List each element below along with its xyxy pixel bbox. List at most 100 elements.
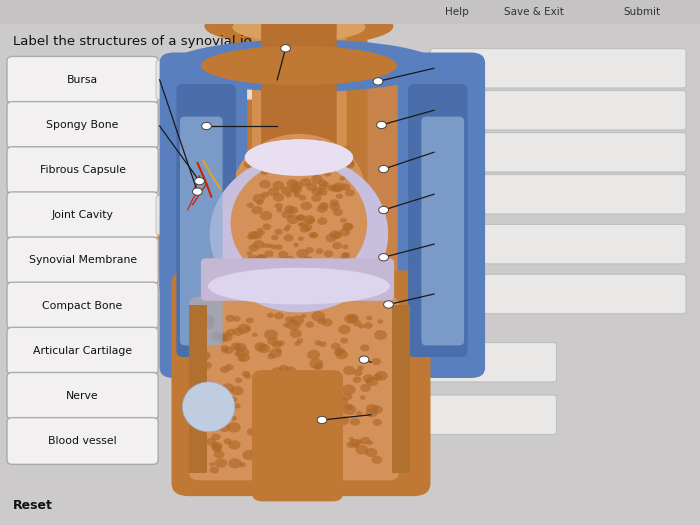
Text: Bursa: Bursa bbox=[67, 75, 98, 85]
Circle shape bbox=[298, 236, 304, 241]
FancyBboxPatch shape bbox=[160, 52, 247, 378]
Circle shape bbox=[307, 271, 320, 280]
Circle shape bbox=[285, 195, 293, 200]
Circle shape bbox=[292, 195, 299, 200]
Circle shape bbox=[290, 210, 303, 220]
Circle shape bbox=[366, 316, 372, 320]
Circle shape bbox=[360, 384, 371, 392]
Circle shape bbox=[330, 200, 339, 206]
Circle shape bbox=[307, 229, 314, 235]
Circle shape bbox=[302, 224, 312, 231]
Circle shape bbox=[244, 160, 255, 169]
Circle shape bbox=[340, 228, 350, 236]
Circle shape bbox=[302, 177, 310, 183]
Circle shape bbox=[298, 423, 304, 428]
Circle shape bbox=[356, 411, 363, 416]
Circle shape bbox=[209, 466, 219, 474]
Circle shape bbox=[335, 397, 348, 407]
Circle shape bbox=[336, 194, 343, 199]
Circle shape bbox=[338, 220, 344, 225]
Circle shape bbox=[326, 230, 340, 240]
Circle shape bbox=[290, 329, 302, 338]
Circle shape bbox=[273, 173, 285, 182]
Circle shape bbox=[328, 223, 337, 230]
Circle shape bbox=[272, 155, 277, 160]
Circle shape bbox=[365, 408, 378, 417]
FancyBboxPatch shape bbox=[7, 192, 158, 238]
Circle shape bbox=[299, 232, 312, 241]
Circle shape bbox=[290, 316, 304, 326]
FancyBboxPatch shape bbox=[156, 60, 281, 100]
Circle shape bbox=[262, 184, 272, 191]
Circle shape bbox=[322, 182, 329, 187]
Circle shape bbox=[336, 416, 349, 425]
Ellipse shape bbox=[204, 6, 393, 46]
Circle shape bbox=[204, 314, 214, 321]
Circle shape bbox=[285, 234, 297, 243]
Circle shape bbox=[247, 428, 258, 436]
Circle shape bbox=[341, 183, 351, 191]
Circle shape bbox=[269, 378, 275, 383]
Ellipse shape bbox=[230, 162, 367, 285]
Circle shape bbox=[303, 215, 316, 224]
Circle shape bbox=[270, 244, 277, 249]
Circle shape bbox=[257, 228, 262, 233]
Circle shape bbox=[300, 202, 312, 210]
Circle shape bbox=[331, 343, 341, 350]
Circle shape bbox=[235, 377, 242, 383]
Circle shape bbox=[284, 235, 291, 240]
Circle shape bbox=[310, 232, 319, 238]
Circle shape bbox=[343, 261, 349, 266]
Circle shape bbox=[259, 180, 271, 188]
Circle shape bbox=[295, 208, 306, 216]
Circle shape bbox=[330, 161, 341, 169]
FancyBboxPatch shape bbox=[421, 117, 464, 345]
Circle shape bbox=[258, 157, 265, 162]
Circle shape bbox=[350, 439, 360, 447]
Circle shape bbox=[317, 230, 327, 238]
Circle shape bbox=[317, 241, 323, 245]
Ellipse shape bbox=[245, 139, 353, 176]
Circle shape bbox=[309, 359, 323, 369]
Circle shape bbox=[315, 196, 328, 206]
Circle shape bbox=[318, 180, 328, 187]
Circle shape bbox=[323, 250, 333, 257]
Circle shape bbox=[335, 150, 342, 155]
Circle shape bbox=[274, 402, 281, 407]
Text: Reset: Reset bbox=[13, 499, 52, 511]
Circle shape bbox=[312, 187, 323, 195]
FancyBboxPatch shape bbox=[7, 373, 158, 419]
Circle shape bbox=[284, 139, 295, 148]
Circle shape bbox=[365, 404, 378, 413]
Circle shape bbox=[279, 144, 287, 150]
Circle shape bbox=[340, 218, 347, 223]
Circle shape bbox=[211, 442, 223, 451]
Circle shape bbox=[283, 446, 290, 452]
Circle shape bbox=[324, 442, 332, 448]
Circle shape bbox=[276, 189, 290, 198]
FancyBboxPatch shape bbox=[180, 117, 223, 345]
Circle shape bbox=[340, 253, 350, 260]
Circle shape bbox=[326, 230, 339, 240]
Circle shape bbox=[195, 177, 204, 185]
Circle shape bbox=[279, 163, 285, 168]
Circle shape bbox=[204, 320, 214, 327]
Circle shape bbox=[278, 408, 287, 415]
Circle shape bbox=[357, 365, 364, 371]
FancyBboxPatch shape bbox=[7, 237, 158, 284]
Circle shape bbox=[278, 264, 284, 269]
FancyBboxPatch shape bbox=[430, 274, 686, 314]
Circle shape bbox=[264, 235, 271, 240]
Circle shape bbox=[274, 203, 283, 209]
Circle shape bbox=[253, 427, 260, 432]
Circle shape bbox=[251, 449, 260, 456]
Circle shape bbox=[332, 449, 339, 455]
Circle shape bbox=[303, 231, 314, 239]
Circle shape bbox=[320, 436, 326, 441]
Circle shape bbox=[259, 193, 268, 200]
Circle shape bbox=[318, 268, 330, 278]
Circle shape bbox=[340, 338, 348, 343]
Circle shape bbox=[278, 251, 288, 259]
Circle shape bbox=[315, 340, 322, 345]
Circle shape bbox=[287, 397, 293, 401]
